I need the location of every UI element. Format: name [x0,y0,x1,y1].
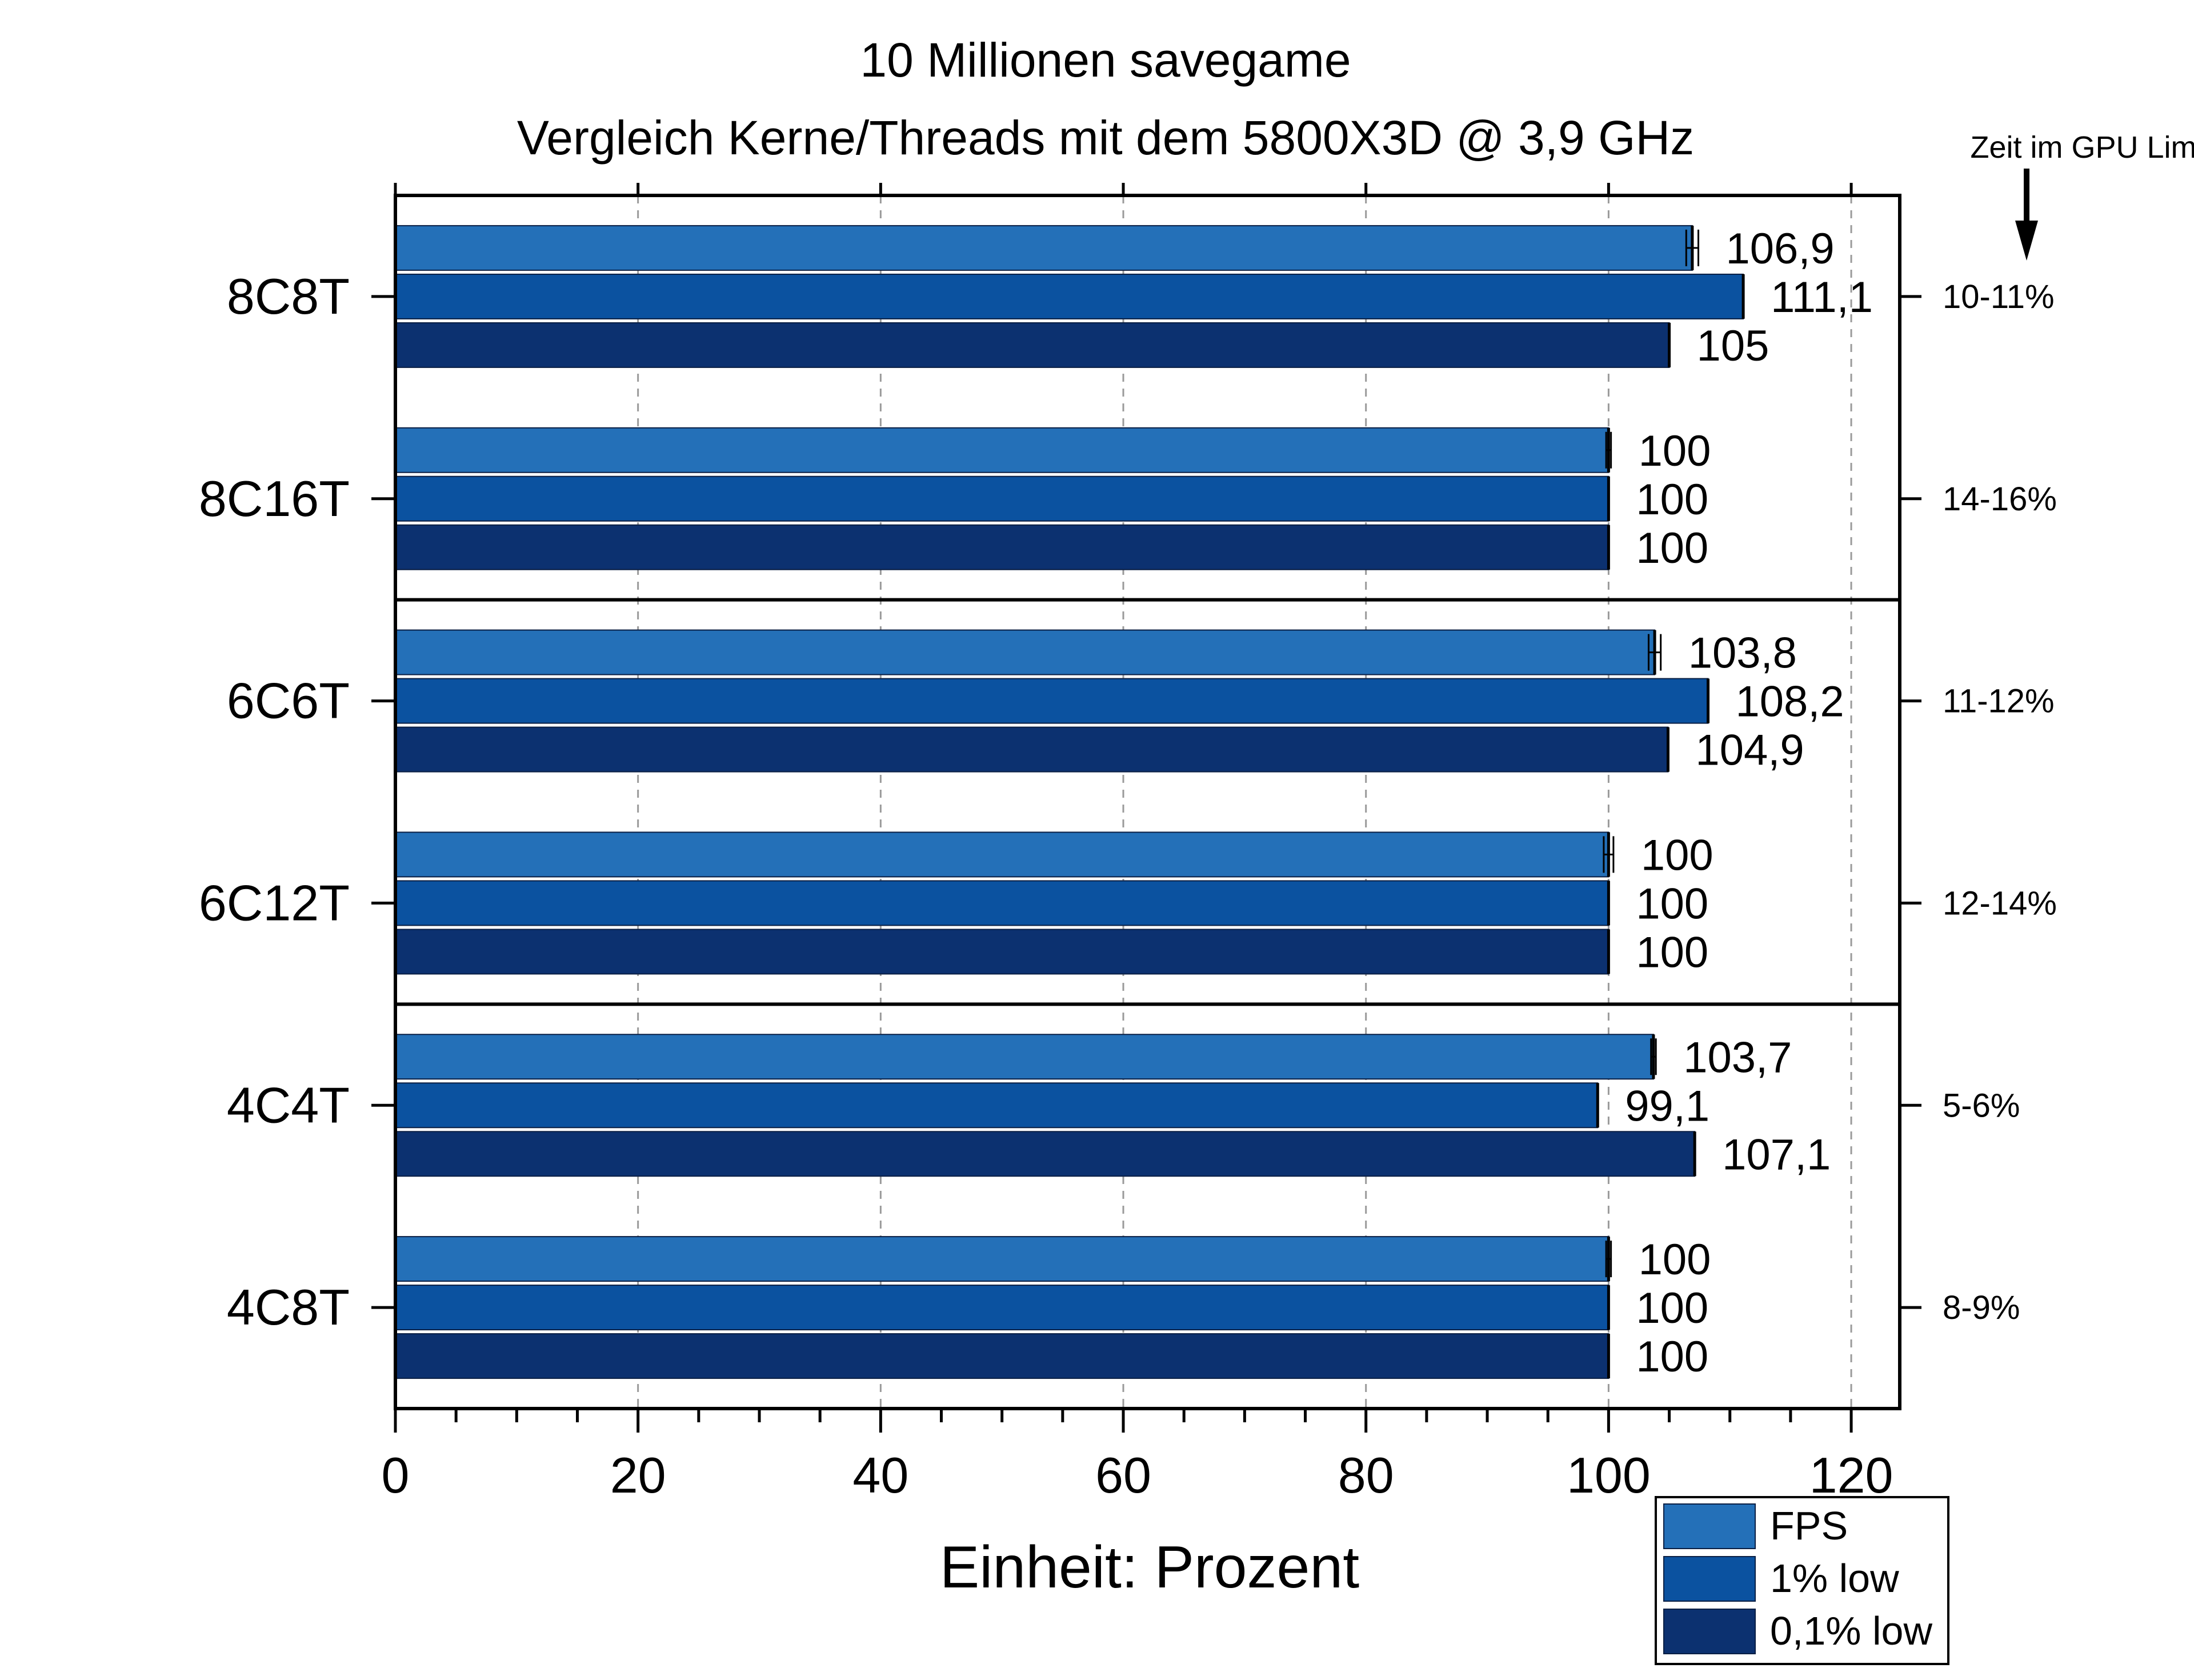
legend-label: 0,1% low [1770,1609,1932,1653]
data-label: 100 [1639,427,1711,475]
bar [395,1131,1696,1177]
legend-swatch [1663,1503,1756,1549]
bar [395,475,1610,522]
bar [395,629,1656,675]
x-tick-label: 80 [1338,1447,1394,1503]
bar [395,831,1610,878]
data-label: 100 [1636,1284,1708,1333]
bar [395,1034,1654,1080]
chart-title: 10 Millionen savegame [860,33,1351,87]
data-label: 107,1 [1722,1130,1831,1179]
x-tick-label: 20 [610,1447,666,1503]
bar [395,427,1610,473]
bar [395,322,1670,368]
x-tick-label: 120 [1809,1447,1893,1503]
data-label: 100 [1639,1235,1711,1284]
legend-swatch [1663,1609,1756,1654]
data-label: 100 [1636,928,1708,977]
bar [395,1236,1610,1282]
plot-frame [394,194,1901,1410]
bar [395,1082,1599,1129]
right-axis-label: 14-16% [1943,481,2057,518]
right-axis-label: 5-6% [1943,1087,2020,1124]
bar [395,524,1610,570]
legend-swatch [1663,1556,1756,1602]
bar [395,273,1744,319]
data-label: 100 [1636,1333,1708,1381]
right-axis-label: 8-9% [1943,1289,2020,1326]
axes [371,183,1921,1433]
x-tick-label: 40 [852,1447,908,1503]
bar [395,1285,1610,1331]
grid-lines [637,195,1852,1409]
bar [395,726,1669,773]
data-label: 103,8 [1688,629,1797,678]
category-label: 6C12T [199,874,350,931]
bar [395,225,1693,271]
data-label: 100 [1636,879,1708,928]
category-label: 4C4T [227,1077,350,1133]
bar [395,929,1610,975]
x-axis-label: Einheit: Prozent [940,1534,1359,1601]
right-axis-header: Zeit im GPU Limit [1970,130,2194,165]
data-label: 108,2 [1736,678,1844,726]
bar [395,1333,1610,1379]
right-axis-label: 12-14% [1943,885,2057,922]
data-label: 99,1 [1625,1082,1709,1130]
category-label: 8C16T [199,470,350,527]
right-axis-label: 11-12% [1943,683,2055,720]
data-label: 100 [1641,831,1713,879]
bar [395,880,1610,926]
data-label: 100 [1636,524,1708,573]
category-label: 4C8T [227,1279,350,1335]
category-label: 8C8T [227,268,350,325]
legend-label: 1% low [1770,1556,1899,1601]
data-label: 105 [1697,322,1769,370]
category-label: 6C6T [227,673,350,729]
legend-label: FPS [1770,1503,1848,1548]
chart-subtitle: Vergleich Kerne/Threads mit dem 5800X3D … [517,111,1694,165]
right-axis-label: 10-11% [1943,278,2055,315]
data-label: 106,9 [1726,225,1835,273]
x-tick-label: 100 [1567,1447,1651,1503]
x-tick-label: 0 [382,1447,410,1503]
gpu-limit-arrow-icon [2015,169,2038,261]
data-label: 100 [1636,475,1708,524]
data-label: 111,1 [1771,273,1873,322]
data-label: 103,7 [1683,1033,1792,1082]
data-label: 104,9 [1695,726,1804,775]
bar [395,678,1709,724]
bars [395,225,1745,1379]
legend: FPS 1% low 0,1% low [1655,1496,1949,1665]
x-tick-label: 60 [1095,1447,1151,1503]
